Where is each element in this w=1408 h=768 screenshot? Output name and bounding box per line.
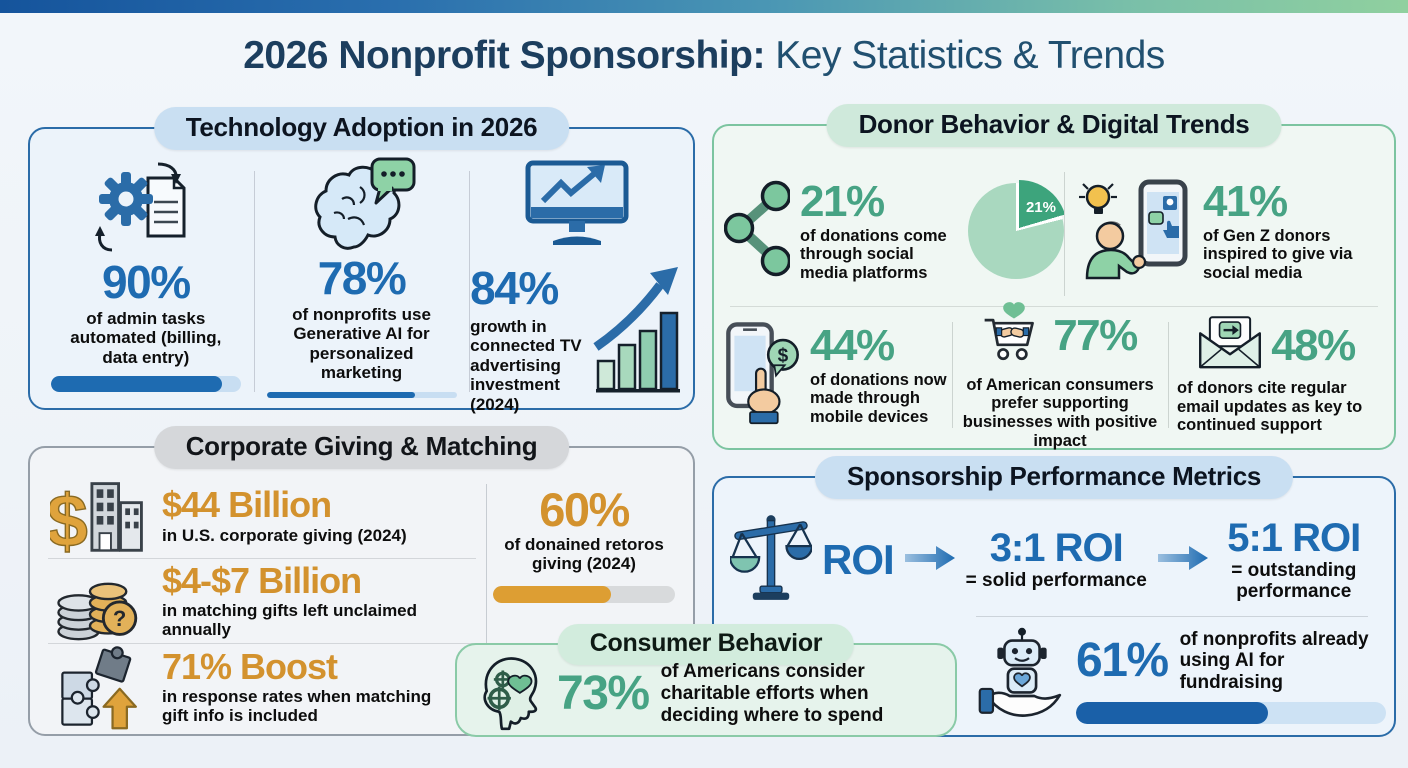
stat-value: 44% (810, 320, 895, 370)
stat-desc: of nonprofits already using AI for fundr… (1179, 629, 1369, 693)
stat-admin-automation: 90% of admin tasks automated (billing, d… (38, 157, 254, 398)
dollar-buildings-icon: $ (48, 474, 152, 558)
cart-handshake-icon (983, 300, 1045, 373)
stat-ai-fundraising: 61% of nonprofits already using AI for f… (978, 624, 1386, 729)
stat-generative-ai: 78% of nonprofits use Generative AI for … (253, 157, 470, 398)
arrow-right-icon (1157, 545, 1209, 576)
panel-consumer-header: Consumer Behavior (557, 624, 855, 665)
stat-value: 41% (1203, 176, 1288, 226)
stat-desc: of Americans consider charitable efforts… (660, 661, 884, 726)
page-title-light: Key Statistics & Trends (764, 34, 1165, 77)
stat-charitable-consideration: 73% of Americans consider charitable eff… (475, 656, 945, 731)
stat-value: 73% (557, 667, 650, 720)
stat-value: 48% (1271, 320, 1356, 370)
panel-consumer-behavior: Consumer Behavior 73% of Americans consi… (455, 624, 957, 737)
progress-bar-donated (493, 586, 675, 604)
stat-desc: of admin tasks automated (billing, data … (70, 309, 222, 367)
stat-value: 60% (539, 483, 630, 536)
pie-chart-social-donations: 21% (968, 180, 1067, 279)
growth-bars-icon (592, 265, 684, 402)
stat-desc: of donors cite regular email updates as … (1177, 379, 1363, 435)
mobile-donation-icon: $ (724, 317, 802, 434)
arrow-right-icon (904, 545, 956, 576)
stat-matching-unclaimed: ? $4-$7 Billion in matching gifts left u… (48, 558, 476, 643)
stat-value: 78% (317, 252, 407, 304)
stat-desc: of nonprofits use Generative AI for pers… (292, 305, 431, 383)
stat-email-updates: 48% of donors cite regular email updates… (1168, 310, 1384, 440)
stat-mobile-donations: $ 44% of donations now made through mobi… (724, 310, 952, 440)
roi-step-desc: = outstanding performance (1231, 559, 1357, 602)
corporate-rows: $ $44 Billion in U.S. corporate giving (… (48, 474, 476, 730)
panel-donor-behavior: Donor Behavior & Digital Trends 21% of d… (712, 104, 1396, 450)
stat-value: 90% (102, 256, 191, 308)
panel-sponsorship-header: Sponsorship Performance Metrics (814, 456, 1294, 499)
sponsorship-divider (976, 616, 1368, 617)
roi-step-solid: 3:1 ROI = solid performance (966, 528, 1147, 592)
stat-response-boost: 71% Boost in response rates when matchin… (48, 643, 476, 730)
stat-corporate-giving: $ $44 Billion in U.S. corporate giving (… (48, 474, 476, 558)
panel-corporate-header: Corporate Giving & Matching (153, 426, 570, 469)
puzzle-boost-icon (48, 644, 152, 730)
brain-ai-chat-icon (308, 157, 416, 255)
stat-desc: of donations now made through mobile dev… (810, 370, 947, 426)
stat-value: 77% (1053, 311, 1138, 361)
progress-bar-ai (1076, 701, 1386, 724)
progress-bar-admin (50, 376, 241, 393)
stat-donated-returns: 60% of donained retoros giving (2024) (486, 484, 681, 662)
donor-row-2: $ 44% of donations now made through mobi… (724, 301, 1384, 450)
stat-genz-giving: 41% of Gen Z donors inspired to give via… (1064, 162, 1384, 300)
stat-desc: of donations come through social media p… (800, 226, 947, 282)
stat-consumer-preference: 77% of American consumers prefer support… (952, 301, 1168, 450)
stat-social-donations: 21% of donations come through social med… (723, 162, 1067, 300)
stat-value: 21% (800, 176, 885, 226)
roi-step-desc: = solid performance (965, 570, 1147, 592)
stat-desc: in matching gifts left unclaimed annuall… (162, 601, 418, 640)
roi-step-outstanding: 5:1 ROI = outstanding performance (1219, 518, 1369, 603)
stat-value: $4-$7 Billion (162, 559, 362, 601)
panel-donor-header: Donor Behavior & Digital Trends (826, 104, 1282, 147)
roi-step-value: 3:1 ROI (989, 526, 1124, 571)
page-title-bold: 2026 Nonprofit Sponsorship: (243, 34, 765, 77)
gear-document-icon (94, 157, 198, 259)
panel-corporate-giving: Corporate Giving & Matching $ $44 Billio… (28, 426, 695, 736)
donor-divider (730, 306, 1378, 307)
stat-desc: in U.S. corporate giving (2024) (162, 525, 407, 545)
robot-hand-icon (978, 624, 1066, 729)
share-network-icon (723, 180, 792, 283)
stat-desc: in response rates when matching gift inf… (162, 687, 432, 726)
stat-ctv-growth: 84% growth in connected TV advertising i… (469, 157, 685, 414)
technology-columns: 90% of admin tasks automated (billing, d… (38, 157, 685, 414)
email-update-icon (1197, 315, 1263, 376)
genz-social-icon (1077, 178, 1195, 285)
stat-desc: of American consumers prefer supporting … (962, 375, 1158, 450)
stat-value: 61% (1076, 633, 1169, 687)
svg-text:$: $ (778, 345, 789, 366)
stat-value: 84% (470, 262, 559, 314)
coins-question-icon: ? (48, 559, 152, 643)
top-gradient-bar (0, 0, 1408, 13)
stat-value: 71% Boost (162, 645, 338, 687)
stat-desc: of donained retoros giving (2024) (504, 535, 664, 574)
progress-bar-genai (266, 391, 457, 398)
panel-technology-adoption: Technology Adoption in 2026 (28, 107, 695, 414)
monitor-trend-icon (521, 157, 633, 251)
svg-text:$: $ (50, 479, 88, 558)
roi-step-value: 5:1 ROI (1227, 515, 1361, 560)
svg-text:?: ? (113, 606, 126, 631)
donor-row-1: 21% of donations come through social med… (723, 162, 1384, 300)
stat-desc: of Gen Z donors inspired to give via soc… (1203, 226, 1353, 282)
roi-row: ROI 3:1 ROI = solid performance 5:1 ROI (728, 508, 1386, 612)
panel-technology-header: Technology Adoption in 2026 (153, 107, 570, 150)
stat-value: $44 Billion (162, 484, 332, 526)
pie-slice-label: 21% (1025, 199, 1056, 216)
page-title: 2026 Nonprofit Sponsorship: Key Statisti… (0, 34, 1408, 78)
stat-desc: growth in connected TV advertising inves… (470, 317, 582, 414)
balance-scales-icon (728, 511, 814, 610)
mind-gears-heart-icon (475, 653, 545, 736)
roi-label: ROI (822, 536, 895, 583)
